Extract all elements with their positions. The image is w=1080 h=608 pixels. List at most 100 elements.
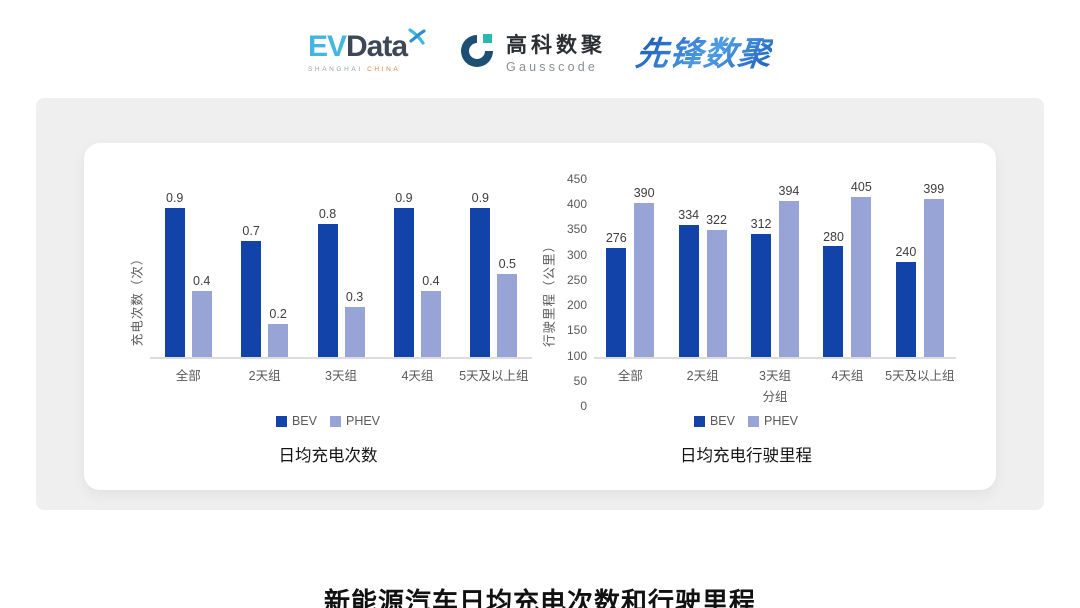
x-axis-labels: 全部 2天组 3天组 4天组 5天及以上组 [150, 365, 532, 384]
bar-value-label: 0.4 [193, 273, 211, 288]
y-tick-label: 0 [580, 399, 587, 413]
bar-group: 0.8 0.3 [303, 191, 379, 357]
bar-group: 280 405 [811, 179, 883, 357]
bar-value-label: 276 [605, 231, 627, 246]
bar-bev-wrap: 240 [895, 179, 916, 357]
bar-value-label: 0.2 [269, 307, 287, 322]
legend: BEV PHEV [124, 414, 532, 428]
chart-daily-driving-distance: 行驶里程（公里） 0 50 100 150 200 250 300 350 400 450 276… [536, 173, 956, 466]
legend-swatch-bev [693, 415, 705, 427]
gausscode-cn-text: 高科数聚 [506, 33, 607, 57]
x-axis-title: 分组 [762, 390, 788, 404]
bar-value-label: 394 [778, 184, 800, 199]
bar-group: 334 322 [666, 179, 738, 357]
evdata-ev-text: EV [307, 29, 347, 63]
x-axis-category-label: 4天组 [831, 369, 864, 383]
header: EV Data SHANGHAI CHINA 高科数聚 Gausscode 先锋… [0, 0, 1080, 82]
y-tick-label: 150 [566, 323, 587, 338]
bar-value-label: 0.5 [498, 257, 517, 272]
bar-phev-wrap: 0.4 [191, 191, 212, 357]
evdata-sparkle-icon [408, 27, 426, 45]
bar-bev [606, 247, 627, 357]
gausscode-en-text: Gausscode [506, 59, 599, 74]
chart-title: 日均充电次数 [278, 447, 378, 465]
legend-item-bev: BEV [693, 414, 735, 428]
bar-phev-wrap: 0.2 [268, 191, 289, 357]
bar-bev-wrap: 280 [823, 179, 844, 357]
bar-bev [895, 262, 916, 357]
bar-group: 0.7 0.2 [226, 191, 302, 357]
x-axis-category-label: 3天组 [325, 369, 357, 383]
bar-phev [420, 290, 441, 357]
bar-value-label: 390 [633, 185, 655, 200]
bar-group: 240 399 [884, 179, 956, 357]
bar-phev [268, 323, 289, 357]
bar-phev-wrap: 390 [634, 179, 655, 357]
y-tick-label: 50 [573, 373, 587, 388]
bar-phev [634, 202, 655, 357]
bar-phev [923, 199, 944, 357]
bar-phev-wrap: 405 [851, 179, 872, 357]
evdata-sub-text: SHANGHAI CHINA [308, 66, 427, 73]
bar-bev-wrap: 0.8 [317, 191, 338, 357]
x-axis-category-label: 全部 [175, 369, 201, 383]
bar-value-label: 322 [706, 212, 727, 227]
bar-value-label: 280 [823, 229, 844, 244]
x-axis-category-label: 5天及以上组 [459, 369, 529, 383]
bar-group: 312 394 [739, 179, 811, 357]
bar-phev-wrap: 399 [923, 179, 944, 357]
x-axis-category-label: 2天组 [248, 369, 281, 383]
bar-value-label: 0.8 [318, 207, 337, 222]
legend-swatch-bev [275, 415, 287, 427]
legend-label: BEV [709, 414, 735, 428]
bar-value-label: 0.9 [166, 190, 184, 205]
gray-panel: 充电次数（次） 0.9 0.4 0.7 0.2 0.8 0.3 0.9 0.4 0.9 0.5 全… [36, 98, 1044, 510]
bar-phev [344, 307, 365, 357]
charts-card: 充电次数（次） 0.9 0.4 0.7 0.2 0.8 0.3 0.9 0.4 0.9 0.5 全… [84, 143, 996, 490]
bar-group: 0.9 0.4 [379, 191, 455, 357]
bar-group: 276 390 [594, 179, 666, 357]
y-tick-label: 450 [566, 172, 587, 186]
gausscode-g-icon [461, 34, 494, 67]
y-axis-ticks [148, 191, 150, 406]
y-tick-label: 350 [566, 222, 587, 237]
legend-item-phev: PHEV [329, 414, 380, 428]
bar-bev-wrap: 334 [678, 179, 699, 357]
bar-bev [393, 207, 414, 357]
bar-bev-wrap: 0.9 [393, 190, 414, 357]
legend-swatch-phev [329, 415, 341, 427]
bar-phev-wrap: 0.4 [420, 191, 441, 357]
bar-phev [778, 201, 799, 357]
evdata-shanghai-text: SHANGHAI [307, 65, 363, 73]
legend-label: BEV [291, 414, 317, 428]
y-tick-label: 400 [566, 197, 587, 212]
legend-item-bev: BEV [275, 414, 317, 428]
bar-bev-wrap: 0.9 [164, 190, 185, 357]
bar-phev-wrap: 0.5 [497, 191, 518, 357]
bar-phev [706, 229, 727, 357]
bar-phev [497, 274, 518, 357]
bar-value-label: 0.3 [345, 290, 364, 305]
bar-value-label: 0.7 [242, 224, 260, 239]
evdata-data-text: Data [346, 29, 408, 63]
x-axis-title [150, 386, 532, 406]
bar-value-label: 334 [678, 208, 700, 223]
chart-title: 日均充电行驶里程 [680, 447, 812, 465]
evdata-china-text: CHINA [367, 65, 401, 73]
y-axis-title: 行驶里程（公里） [542, 238, 557, 347]
bar-value-label: 0.9 [395, 190, 413, 205]
bar-value-label: 0.4 [422, 273, 440, 288]
plot-area: 276 390 334 322 312 394 280 405 240 399 [594, 179, 956, 359]
bar-bev [751, 233, 772, 357]
bar-bev-wrap: 0.7 [241, 191, 262, 357]
bar-bev [164, 207, 185, 357]
bar-value-label: 0.9 [471, 190, 490, 205]
x-axis-category-label: 2天组 [686, 369, 719, 383]
y-tick-label: 100 [566, 348, 587, 363]
bar-bev [317, 224, 338, 357]
bar-phev [191, 290, 212, 357]
y-tick-label: 200 [566, 298, 587, 313]
bar-value-label: 399 [923, 182, 945, 197]
page-title: 新能源汽车日均充电次数和行驶里程 [323, 587, 756, 608]
evdata-logo: EV Data SHANGHAI CHINA [307, 27, 427, 73]
